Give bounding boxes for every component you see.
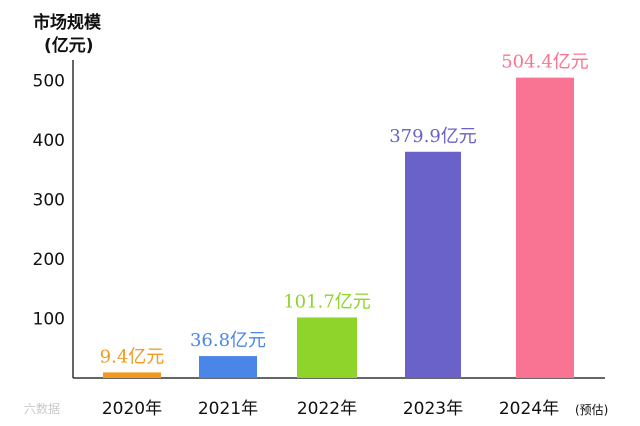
x-tick-label: 2022年 <box>297 399 357 419</box>
y-tick-label: 200 <box>33 250 65 270</box>
bar <box>199 356 257 378</box>
watermark-text: 六数据 <box>24 401 60 416</box>
y-ticks: 100 200 300 400 500 <box>33 71 65 329</box>
bars <box>103 77 574 379</box>
data-label: 101.7亿元 <box>283 291 371 312</box>
y-axis-label-line1: 市场规模 <box>33 12 102 33</box>
x-tick-note: (预估) <box>575 403 608 417</box>
x-tick-label: 2023年 <box>403 399 463 419</box>
y-tick-label: 400 <box>33 131 65 151</box>
x-tick-label: 2021年 <box>198 399 258 419</box>
data-label: 36.8亿元 <box>190 330 266 351</box>
data-label: 9.4亿元 <box>100 346 165 367</box>
y-tick-label: 300 <box>33 190 65 210</box>
x-tick-label: 2024年 <box>499 399 559 419</box>
bar <box>405 151 461 378</box>
bar <box>516 77 574 379</box>
bar <box>103 372 161 378</box>
y-axis-label-line2: (亿元) <box>44 35 94 56</box>
data-labels: 9.4亿元 36.8亿元 101.7亿元 379.9亿元 504.4亿元 <box>100 52 589 368</box>
watermark: 六数据 <box>24 401 60 416</box>
bar <box>297 317 357 378</box>
x-tick-label: 2020年 <box>102 399 162 419</box>
data-label: 379.9亿元 <box>389 126 477 147</box>
data-label: 504.4亿元 <box>501 52 589 73</box>
y-tick-label: 100 <box>33 309 65 329</box>
x-ticks: 2020年 2021年 2022年 2023年 2024年 (预估) <box>102 399 609 419</box>
y-tick-label: 500 <box>33 71 65 91</box>
